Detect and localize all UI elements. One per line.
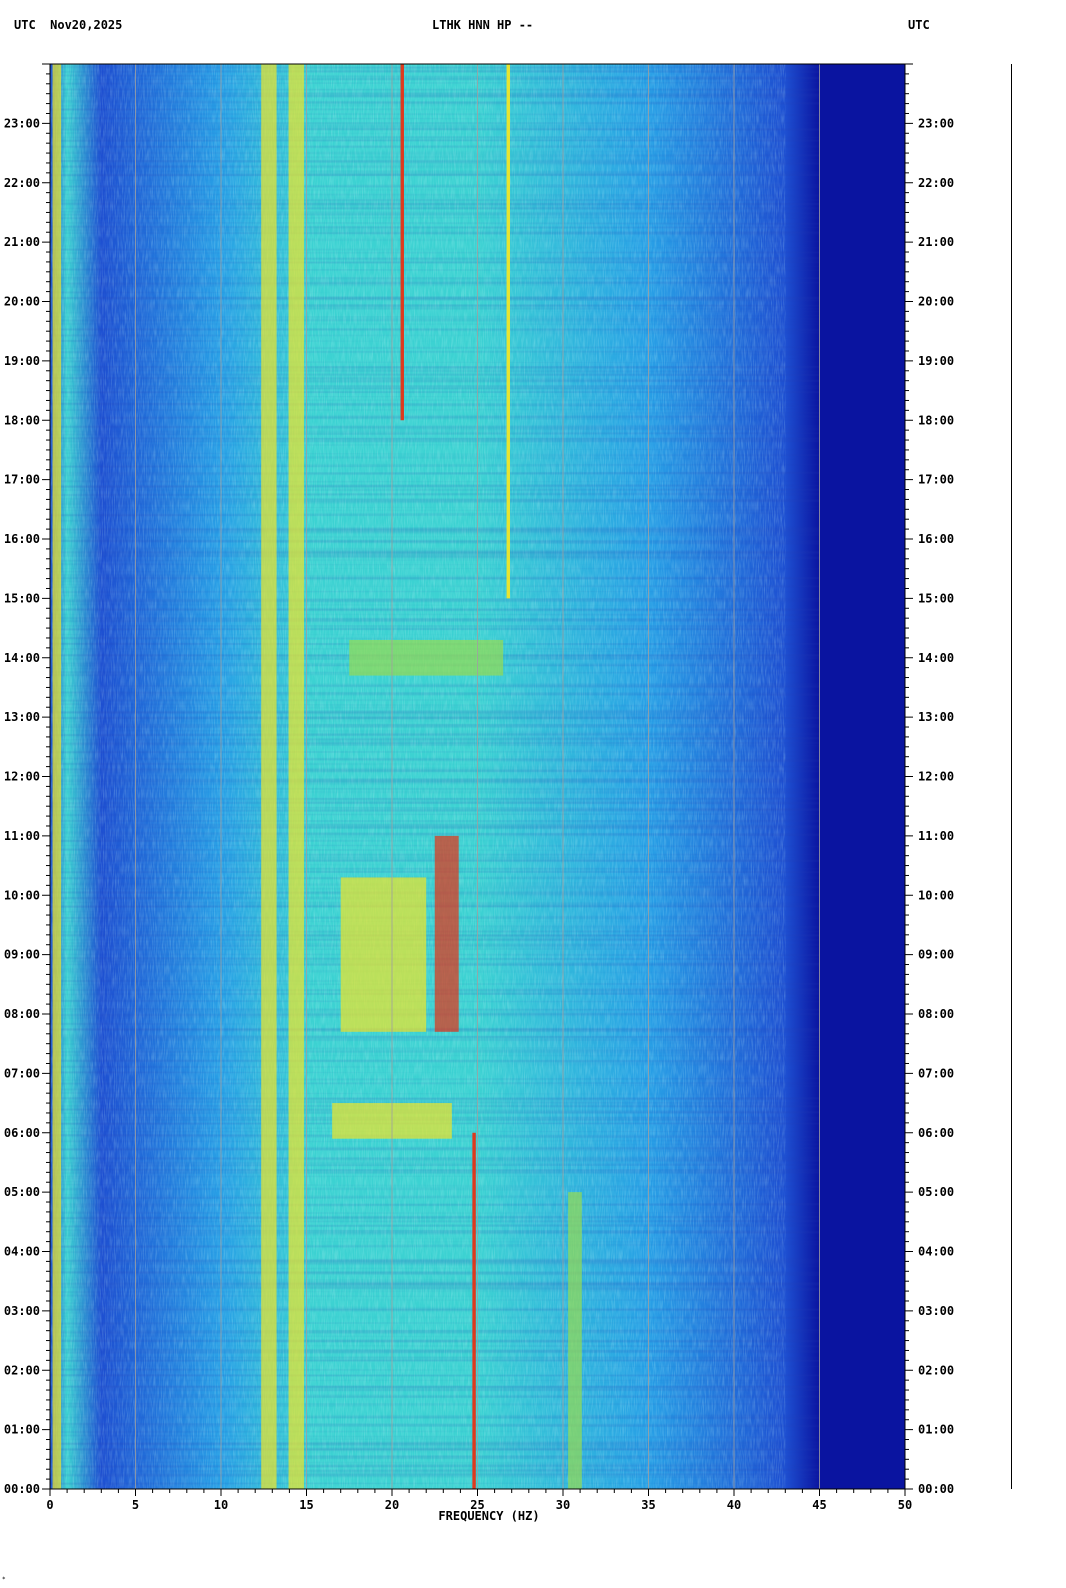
y-tick-label-right: 10:00 bbox=[918, 888, 954, 902]
spectral-band-6 bbox=[568, 1192, 582, 1489]
axes: 0 5 10 15 20 25 30 35 40 45 50 00:00 00:00 01:00 01:00… bbox=[4, 63, 954, 1512]
y-tick-label-left: 07:00 bbox=[4, 1066, 40, 1080]
y-tick-label-right: 13:00 bbox=[918, 710, 954, 724]
spectral-patch-10 bbox=[349, 639, 504, 676]
footer-mark: * bbox=[2, 1576, 6, 1583]
x-tick-label: 20 bbox=[385, 1498, 399, 1512]
y-tick-label-left: 01:00 bbox=[4, 1423, 40, 1437]
spectral-patch-8 bbox=[340, 877, 427, 1032]
y-tick-label-left: 19:00 bbox=[4, 354, 40, 368]
y-tick-label-right: 19:00 bbox=[918, 354, 954, 368]
y-tick-label-left: 15:00 bbox=[4, 591, 40, 605]
y-tick-label-right: 05:00 bbox=[918, 1185, 954, 1199]
header-timezone-date: UTC Nov20,2025 bbox=[14, 18, 123, 32]
x-tick-label: 15 bbox=[299, 1498, 313, 1512]
spectral-band-2 bbox=[52, 64, 62, 1489]
plot-area bbox=[50, 64, 905, 1489]
x-tick-label: 25 bbox=[470, 1498, 484, 1512]
spectral-band-0 bbox=[261, 64, 277, 1489]
x-tick-label: 45 bbox=[812, 1498, 826, 1512]
y-tick-label-right: 23:00 bbox=[918, 116, 954, 130]
y-tick-label-left: 00:00 bbox=[4, 1482, 40, 1496]
spectral-line-4 bbox=[506, 64, 510, 599]
y-tick-label-left: 09:00 bbox=[4, 948, 40, 962]
y-tick-label-left: 23:00 bbox=[4, 116, 40, 130]
y-tick-label-left: 02:00 bbox=[4, 1363, 40, 1377]
y-tick-label-right: 18:00 bbox=[918, 413, 954, 427]
x-tick-label: 5 bbox=[132, 1498, 139, 1512]
y-tick-label-right: 02:00 bbox=[918, 1363, 954, 1377]
x-tick-label: 50 bbox=[898, 1498, 912, 1512]
y-tick-label-left: 14:00 bbox=[4, 651, 40, 665]
spectral-line-5 bbox=[472, 1132, 476, 1489]
y-tick-label-right: 00:00 bbox=[918, 1482, 954, 1496]
y-tick-label-right: 15:00 bbox=[918, 591, 954, 605]
y-tick-label-right: 08:00 bbox=[918, 1007, 954, 1021]
y-tick-label-left: 22:00 bbox=[4, 176, 40, 190]
spectrogram-time-stripes bbox=[50, 64, 820, 1489]
header-station-channel: LTHK HNN HP -- bbox=[432, 18, 534, 32]
y-tick-label-left: 18:00 bbox=[4, 413, 40, 427]
spectral-line-3 bbox=[400, 64, 404, 421]
x-tick-label: 10 bbox=[214, 1498, 228, 1512]
spectral-patch-7 bbox=[434, 835, 459, 1032]
header-timezone-right: UTC bbox=[908, 18, 930, 32]
y-tick-label-right: 09:00 bbox=[918, 948, 954, 962]
y-tick-label-right: 20:00 bbox=[918, 295, 954, 309]
y-tick-label-right: 22:00 bbox=[918, 176, 954, 190]
y-tick-label-left: 08:00 bbox=[4, 1007, 40, 1021]
y-tick-label-right: 12:00 bbox=[918, 770, 954, 784]
y-tick-label-right: 11:00 bbox=[918, 829, 954, 843]
y-tick-label-right: 04:00 bbox=[918, 1245, 954, 1259]
y-tick-label-left: 04:00 bbox=[4, 1245, 40, 1259]
x-tick-label: 30 bbox=[556, 1498, 570, 1512]
y-tick-label-left: 13:00 bbox=[4, 710, 40, 724]
y-tick-label-right: 03:00 bbox=[918, 1304, 954, 1318]
y-tick-label-left: 16:00 bbox=[4, 532, 40, 546]
color-scale-line bbox=[1011, 64, 1012, 1489]
x-tick-label: 40 bbox=[727, 1498, 741, 1512]
x-axis-title: FREQUENCY (HZ) bbox=[438, 1509, 539, 1523]
y-tick-label-right: 06:00 bbox=[918, 1126, 954, 1140]
y-tick-label-right: 07:00 bbox=[918, 1066, 954, 1080]
y-tick-label-right: 14:00 bbox=[918, 651, 954, 665]
y-tick-label-left: 05:00 bbox=[4, 1185, 40, 1199]
y-tick-label-left: 12:00 bbox=[4, 770, 40, 784]
x-tick-label: 35 bbox=[641, 1498, 655, 1512]
y-tick-label-left: 20:00 bbox=[4, 295, 40, 309]
y-tick-label-right: 21:00 bbox=[918, 235, 954, 249]
y-tick-label-left: 21:00 bbox=[4, 235, 40, 249]
y-tick-label-left: 06:00 bbox=[4, 1126, 40, 1140]
y-tick-label-right: 16:00 bbox=[918, 532, 954, 546]
y-tick-label-left: 11:00 bbox=[4, 829, 40, 843]
y-tick-label-left: 10:00 bbox=[4, 888, 40, 902]
y-tick-label-right: 17:00 bbox=[918, 473, 954, 487]
x-tick-label: 0 bbox=[46, 1498, 53, 1512]
y-tick-label-right: 01:00 bbox=[918, 1423, 954, 1437]
y-tick-label-left: 03:00 bbox=[4, 1304, 40, 1318]
spectral-band-1 bbox=[288, 64, 304, 1489]
y-tick-label-left: 17:00 bbox=[4, 473, 40, 487]
